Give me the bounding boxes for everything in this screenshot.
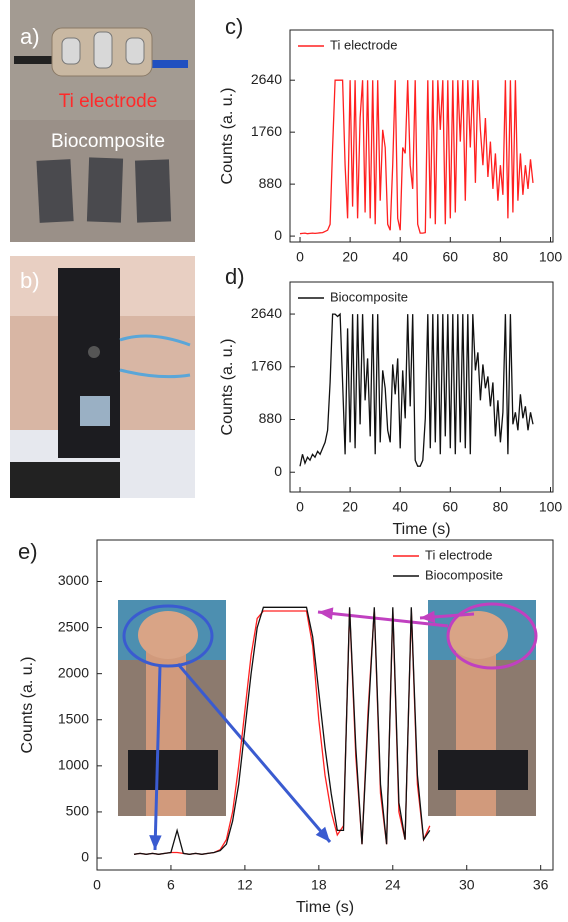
y-tick-label: 2640 xyxy=(251,305,282,321)
panel-label: d) xyxy=(225,264,245,289)
y-tick-label: 1500 xyxy=(58,710,89,726)
strip xyxy=(36,159,73,223)
photo-caption: Biocomposite xyxy=(51,131,165,152)
page: {"photos": { "a": {"label": "a)", "elect… xyxy=(0,0,568,922)
x-tick-label: 0 xyxy=(93,877,101,893)
x-tick-label: 60 xyxy=(443,499,459,515)
dark-area xyxy=(10,462,120,498)
y-tick-label: 0 xyxy=(81,849,89,865)
x-tick-label: 20 xyxy=(342,499,358,515)
y-tick-label: 1000 xyxy=(58,757,89,773)
armband xyxy=(58,268,120,458)
electrode xyxy=(62,38,80,64)
x-tick-label: 40 xyxy=(392,499,408,515)
y-tick-label: 2500 xyxy=(58,618,89,634)
x-tick-label: 0 xyxy=(296,249,304,265)
y-tick-label: 500 xyxy=(66,803,90,819)
panel-label: e) xyxy=(18,539,38,564)
cable xyxy=(150,60,188,68)
x-tick-label: 80 xyxy=(493,499,509,515)
y-tick-label: 2640 xyxy=(251,71,282,87)
cable xyxy=(14,56,54,64)
figure: a) Ti electrode Biocomposite b) 02040608… xyxy=(0,0,568,922)
data-line xyxy=(300,314,533,466)
photo-b: b) xyxy=(10,256,195,498)
x-tick-label: 0 xyxy=(296,499,304,515)
y-tick-label: 2000 xyxy=(58,664,89,680)
arrow-head xyxy=(420,611,435,623)
photo-caption: Ti electrode xyxy=(59,91,158,112)
legend-label: Ti electrode xyxy=(425,547,492,562)
y-tick-label: 0 xyxy=(274,463,282,479)
x-tick-label: 36 xyxy=(533,877,549,893)
electrode xyxy=(80,396,110,426)
x-tick-label: 30 xyxy=(459,877,475,893)
photo-a: a) Ti electrode Biocomposite xyxy=(10,0,195,242)
panel-label: a) xyxy=(20,24,40,49)
panel-label: c) xyxy=(225,14,243,39)
legend-label: Biocomposite xyxy=(330,289,408,304)
y-tick-label: 1760 xyxy=(251,357,282,373)
y-axis-label: Counts (a. u.) xyxy=(19,657,36,754)
armband xyxy=(438,750,528,790)
y-axis-label: Counts (a. u.) xyxy=(219,339,236,436)
x-tick-label: 100 xyxy=(539,499,563,515)
strip xyxy=(87,157,123,222)
x-tick-label: 20 xyxy=(342,249,358,265)
x-tick-label: 24 xyxy=(385,877,401,893)
x-tick-label: 18 xyxy=(311,877,327,893)
x-tick-label: 60 xyxy=(443,249,459,265)
data-line xyxy=(300,80,533,234)
y-tick-label: 3000 xyxy=(58,572,89,588)
y-tick-label: 1760 xyxy=(251,123,282,139)
x-tick-label: 80 xyxy=(493,249,509,265)
y-tick-label: 880 xyxy=(259,410,283,426)
strip xyxy=(135,159,171,222)
x-tick-label: 40 xyxy=(392,249,408,265)
legend-label: Biocomposite xyxy=(425,567,503,582)
sensor xyxy=(88,346,100,358)
panel-label: b) xyxy=(20,268,40,293)
x-axis-label: Time (s) xyxy=(296,899,354,916)
x-tick-label: 100 xyxy=(539,249,563,265)
y-tick-label: 880 xyxy=(259,175,283,191)
y-tick-label: 0 xyxy=(274,227,282,243)
x-tick-label: 12 xyxy=(237,877,253,893)
x-axis-label: Time (s) xyxy=(392,521,450,538)
legend-label: Ti electrode xyxy=(330,37,397,52)
fist xyxy=(138,611,198,659)
electrode xyxy=(94,32,112,68)
x-tick-label: 6 xyxy=(167,877,175,893)
arrow-head xyxy=(149,835,161,850)
electrode xyxy=(126,38,144,64)
armband xyxy=(128,750,218,790)
y-axis-label: Counts (a. u.) xyxy=(219,88,236,185)
inset-photos xyxy=(118,600,536,850)
